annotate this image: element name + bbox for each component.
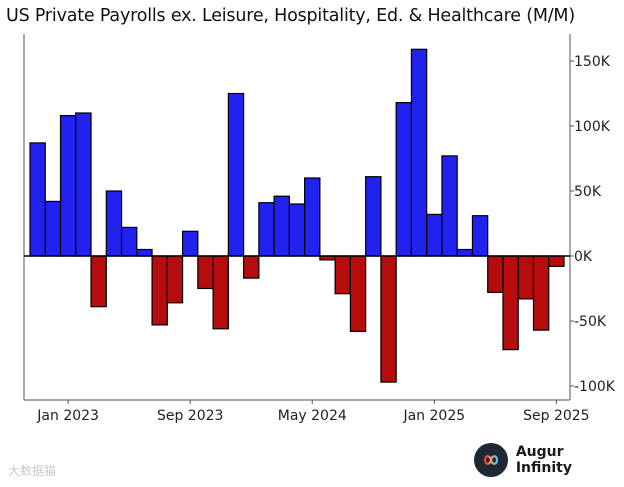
bar (227, 92, 245, 257)
plot-frame (23, 34, 571, 401)
x-axis: Jan 2023 Sep 2023 May 2024 Jan 2025 Sep 2025 (36, 400, 590, 424)
bar (44, 200, 62, 257)
x-tick-label: Sep 2025 (523, 408, 589, 424)
bar (120, 226, 138, 257)
bar (349, 255, 367, 333)
bar (136, 248, 153, 257)
watermark: 大数据猫 (8, 464, 57, 478)
bar (517, 255, 535, 300)
bar (29, 142, 46, 257)
bar (410, 48, 428, 257)
bar (365, 176, 382, 257)
bar (304, 177, 321, 257)
x-tick-label: Jan 2023 (36, 408, 99, 424)
bar (441, 155, 458, 257)
y-tick-label: 100K (574, 119, 611, 135)
bar (212, 255, 229, 330)
bar (243, 255, 260, 279)
bar (273, 195, 290, 257)
bar (90, 255, 107, 308)
bar (502, 255, 519, 351)
bar (395, 101, 413, 257)
bar (59, 114, 77, 257)
bar (181, 230, 199, 257)
bar (487, 255, 504, 294)
brand-name: Augur Infinity (515, 444, 572, 476)
bar (197, 255, 214, 290)
bar (471, 215, 489, 257)
y-axis: 150K 100K 50K 0K -50K -100K (570, 54, 616, 395)
bar (105, 190, 123, 257)
x-tick-label: Sep 2023 (157, 408, 223, 424)
bar (456, 248, 474, 257)
bar (166, 255, 184, 304)
x-tick-label: May 2024 (278, 408, 347, 424)
bar (75, 112, 92, 257)
y-tick-label: 50K (574, 184, 602, 200)
y-tick-label: -50K (574, 314, 607, 330)
bar (426, 213, 443, 257)
infinity-icon (474, 443, 508, 477)
bar (380, 255, 397, 383)
bar (151, 255, 168, 326)
bar (532, 255, 550, 331)
bars (24, 48, 570, 383)
bar (548, 255, 565, 267)
x-tick-label: Jan 2025 (402, 408, 465, 424)
y-tick-label: 0K (574, 249, 593, 265)
chart-title: US Private Payrolls ex. Leisure, Hospita… (6, 6, 575, 26)
bar (258, 202, 275, 257)
y-tick-label: 150K (574, 54, 611, 70)
brand-logo-block: Augur Infinity (474, 442, 624, 478)
bar (288, 203, 306, 257)
y-tick-label: -100K (574, 379, 616, 395)
bar (334, 255, 351, 295)
